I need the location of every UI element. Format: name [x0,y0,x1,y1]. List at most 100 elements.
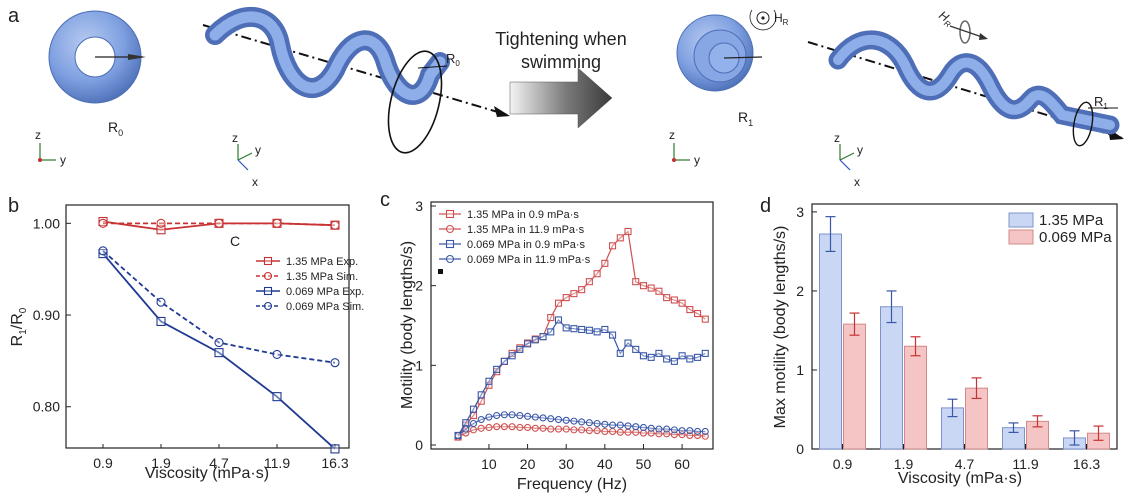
x-tick-label: 40 [597,456,613,472]
data-point [585,326,593,334]
x-tick-label: 4.7 [209,455,229,471]
x-axis-label: Viscosity (mPa·s) [145,465,269,482]
data-point [562,425,570,433]
data-point [524,340,532,348]
helix-right-label: R [1094,94,1103,109]
stray-marker [438,269,443,274]
y-tick-label: 1.00 [33,215,60,231]
data-point [663,430,671,438]
x-axis-label: Viscosity (mPa·s) [898,470,1022,487]
x-tick-label: 0.9 [833,456,853,472]
bar [880,306,903,450]
data-point [593,427,601,435]
data-point [616,349,624,357]
svg-text:R1: R1 [1094,94,1108,111]
data-point [214,337,224,348]
torus-right-label: R [738,109,748,125]
x-tick-label: 16.3 [321,455,348,471]
data-point [647,353,655,361]
y-tick-label: 0.80 [33,399,60,415]
data-point [616,234,624,242]
data-point [562,294,570,302]
data-point [516,411,524,420]
series-line-1 [103,222,336,227]
legend-entry: 1.35 MPa Exp. [286,256,358,268]
y-tick-label: 0 [796,441,804,457]
legend-entry: 1.35 MPa Sim. [286,271,358,283]
series-line-2 [102,253,336,450]
data-point [493,365,501,373]
y-tick-label: 1 [796,362,804,378]
axis-y-label: y [255,143,261,157]
data-point [632,278,640,286]
torus-left-sub: 0 [118,128,123,138]
legend-entry: 1.35 MPa [1039,212,1104,229]
data-point [624,422,632,430]
data-point [593,270,601,278]
legend-entry: 1.35 MPa in 0.9 mPa·s [467,209,579,221]
y-axis-label: R1/R0 [9,307,29,346]
bar [843,323,866,450]
y-tick-label: 3 [796,204,804,220]
data-point [670,296,678,304]
axis-y-label: y [857,143,863,157]
data-point [554,316,563,324]
data-point [554,299,563,307]
svg-text:HR: HR [774,11,789,27]
coord-axes-4: z y x [834,131,863,189]
data-point [570,290,578,298]
y-tick-label: 2 [796,283,804,299]
tightening-arrow [509,67,613,129]
data-point [639,282,648,290]
data-point [524,412,532,420]
svg-text:R1: R1 [738,109,753,128]
data-point [98,246,108,256]
data-point [547,425,555,433]
x-tick-label: 1.9 [151,455,171,471]
data-point [524,423,532,432]
x-tick-label: 16.3 [1073,456,1100,472]
data-point [330,358,340,368]
axis-x-label: x [252,175,258,189]
coord-axes-3: z y [669,128,700,167]
data-point [632,345,640,353]
data-point [601,420,609,428]
panel-b: b 0.9 1.9 4.7 11.9 16.3 0.80 0.90 1.00 C Viscos… [8,195,364,482]
helix-left-label: R [446,51,455,66]
data-point [663,294,671,302]
data-point [508,352,516,360]
data-point [330,220,340,230]
legend-entry: 0.069 MPa in 11.9 mPa·s [467,254,591,266]
data-point [624,339,632,347]
data-point [531,413,539,421]
data-point [639,423,648,432]
data-point [678,427,686,435]
legend-marker [445,254,455,264]
data-point [500,411,508,419]
plot-frame [430,201,714,450]
data-point [570,325,578,333]
data-point [609,331,617,339]
x-tick-label: 50 [636,456,652,472]
panel-letter-b: b [8,195,19,217]
panel-c: c 10 20 30 40 50 60 0 1 2 3 Frequency (Hz) Motili… [380,189,714,493]
data-point [547,313,555,322]
x-axis-label: Frequency (Hz) [517,476,627,493]
data-point [516,423,524,432]
data-point [330,444,340,454]
y-tick-label: 0.90 [33,307,60,323]
axis-z-label: z [834,131,840,145]
arrow-text-line1: Tightening when [495,29,626,49]
svg-text:HR: HR [935,8,956,30]
data-point [647,284,655,292]
x-tick-label: 20 [520,456,536,472]
data-point [616,428,624,436]
legend-marker [263,286,273,296]
x-tick-label: 1.9 [894,456,914,472]
y-tick-label: 3 [415,198,423,214]
panel-letter-c: c [380,189,390,211]
data-point [693,309,702,318]
data-point [701,349,709,357]
panel-a: a R0 R0 Tightening when swimming [8,5,1124,189]
